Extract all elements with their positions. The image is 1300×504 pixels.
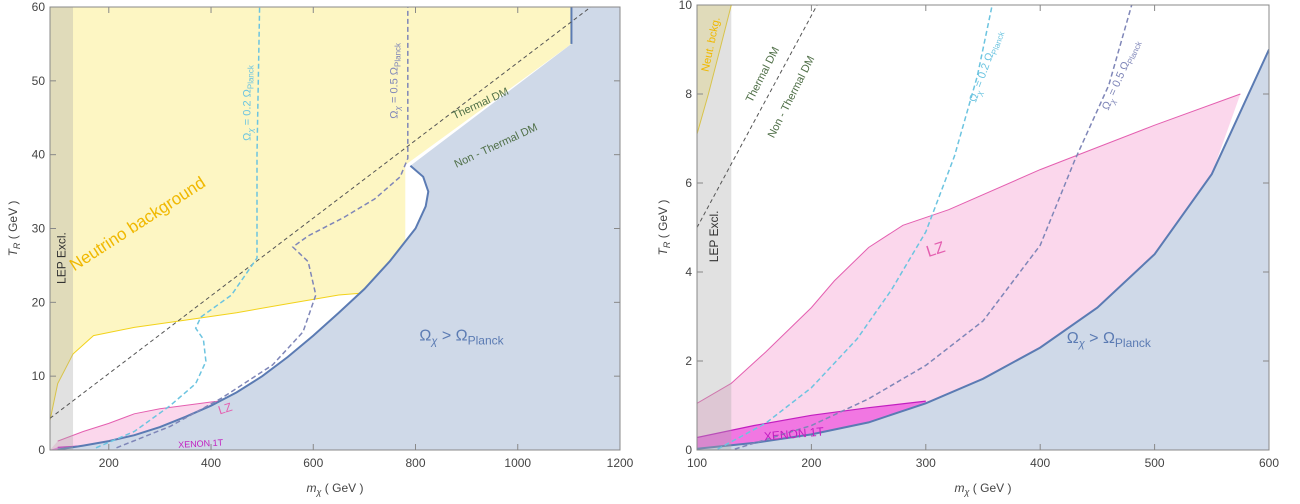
omega-0-5-label: Ωχ = 0.5 ΩPlanck [389, 42, 403, 119]
lep-excl-label: LEP Excl. [55, 232, 69, 284]
omega-0-2-label: Ωχ = 0.2 ΩPlanck [967, 28, 1006, 105]
neutrino-background-edge [50, 290, 406, 421]
y-tick-label: 20 [32, 295, 46, 309]
xenon-1t-edge [697, 400, 926, 439]
omega-0-2-line [717, 5, 993, 450]
plot-area [50, 7, 620, 450]
y-axis-label: TR ( GeV ) [656, 200, 672, 256]
x-tick-label: 400 [1030, 456, 1050, 470]
xenon-1t-label: XENON 1T [178, 437, 224, 449]
x-tick-label: 1000 [504, 456, 531, 470]
x-tick-label: 600 [303, 456, 323, 470]
y-tick-label: 60 [32, 0, 46, 14]
neutrino-background-region [50, 7, 572, 421]
xenon-1t-label: XENON 1T [763, 424, 825, 443]
x-tick-label: 200 [99, 456, 119, 470]
overclosure-boundary [57, 164, 430, 450]
omega-0-5-label: Ωχ = 0.5 ΩPlanck [1100, 37, 1144, 113]
x-tick-label: 800 [406, 456, 426, 470]
lz-label: LZ [216, 400, 234, 418]
y-axis-label: TR ( GeV ) [6, 201, 22, 257]
overclosure-label: Ωχ > ΩPlanck [419, 328, 504, 348]
y-tick-label: 2 [685, 354, 692, 368]
y-tick-label: 30 [32, 222, 46, 236]
x-axis-label: mχ ( GeV ) [955, 481, 1012, 497]
omega-0-5-line [734, 5, 1133, 450]
lz-region [697, 94, 1241, 450]
right-panel: 100 200 300 400 500 600 0 2 4 6 8 10 mχ ( GeV ) TR ( … [656, 0, 1279, 497]
lep-exclusion-band [50, 7, 74, 450]
neutrino-background-edge [697, 5, 732, 135]
thermal-boundary-line [50, 7, 592, 419]
omega-0-5-line [116, 7, 409, 449]
x-tick-label: 1200 [607, 456, 634, 470]
overclosure-boundary [697, 49, 1269, 450]
lz-region [50, 390, 303, 450]
thermal-dm-label: Thermal DM [744, 45, 782, 104]
lz-label: LZ [924, 239, 947, 261]
x-tick-label: 300 [916, 456, 936, 470]
x-tick-label: 500 [1145, 456, 1165, 470]
x-tick-label: 200 [801, 456, 821, 470]
y-tick-label: 4 [685, 265, 692, 279]
y-tick-label: 6 [685, 176, 692, 190]
y-tick-label: 40 [32, 148, 46, 162]
y-tick-label: 8 [685, 87, 692, 101]
omega-0-2-label: Ωχ = 0.2 ΩPlanck [241, 64, 255, 141]
x-tick-label: 100 [687, 456, 707, 470]
plot-frame [696, 4, 1270, 451]
x-tick-label: 400 [201, 456, 221, 470]
left-panel: 200 400 600 800 1000 1200 0 10 20 30 40 50 60 mχ ( Ge… [6, 0, 634, 497]
plot-area [697, 5, 1269, 450]
y-tick-label: 10 [32, 369, 46, 383]
lz-edge [697, 93, 1241, 404]
overclosure-region [697, 49, 1269, 450]
lep-exclusion-band [697, 5, 732, 450]
y-tick-label: 0 [685, 443, 692, 457]
overclosure-region [50, 7, 620, 450]
y-tick-label: 50 [32, 74, 46, 88]
y-tick-label: 10 [679, 0, 693, 12]
x-tick-label: 600 [1259, 456, 1279, 470]
lep-excl-label: LEP Excl. [707, 210, 721, 262]
thermal-boundary-line [697, 5, 818, 228]
x-axis-label: mχ ( GeV ) [307, 481, 364, 497]
y-tick-label: 0 [38, 443, 45, 457]
overclosure-label: Ωχ > ΩPlanck [1067, 330, 1152, 350]
omega-0-2-line [95, 7, 261, 449]
